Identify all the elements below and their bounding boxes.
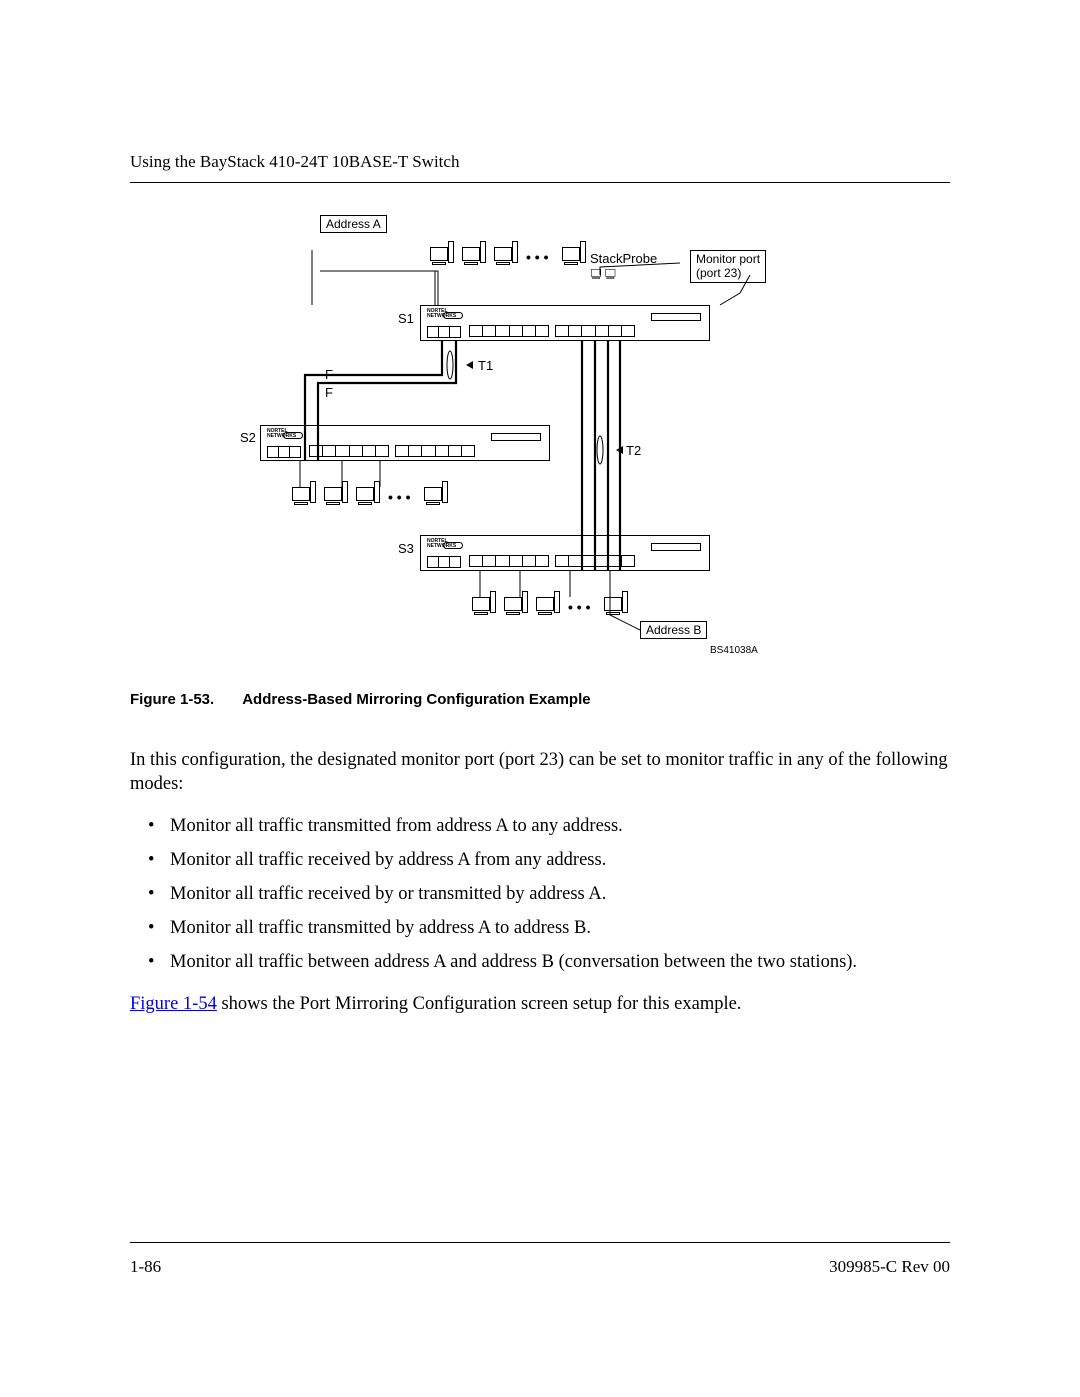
figure-number: Figure 1-53. [130, 691, 214, 708]
closing-paragraph: Figure 1-54 shows the Port Mirroring Con… [130, 992, 950, 1016]
stackprobe-icon [590, 269, 616, 282]
intro-paragraph: In this configuration, the designated mo… [130, 748, 950, 796]
switch-s3: NORTELNETWORKS [420, 535, 710, 571]
header-rule [130, 182, 950, 183]
label-f1: F [325, 367, 333, 382]
figure-caption: Figure 1-53. Address-Based Mirroring Con… [130, 691, 950, 708]
switch-s1: NORTELNETWORKS [420, 305, 710, 341]
label-stackprobe: StackProbe [590, 251, 657, 266]
list-item: Monitor all traffic received by address … [130, 848, 950, 872]
mirroring-diagram: Address A StackProbe Monitor port (port … [260, 215, 820, 655]
figure-caption-text: Address-Based Mirroring Configuration Ex… [242, 691, 590, 708]
list-item: Monitor all traffic received by or trans… [130, 882, 950, 906]
figure-id: BS41038A [710, 645, 758, 656]
list-item: Monitor all traffic between address A an… [130, 950, 950, 974]
closing-text: shows the Port Mirroring Configuration s… [217, 994, 742, 1014]
page-footer: 1-86 309985-C Rev 00 [130, 1242, 950, 1277]
page-header: Using the BayStack 410-24T 10BASE-T Swit… [130, 152, 950, 172]
label-t2: T2 [626, 443, 641, 458]
label-address-a: Address A [320, 215, 387, 233]
list-item: Monitor all traffic transmitted by addre… [130, 916, 950, 940]
label-s3: S3 [398, 541, 414, 556]
terminals-mid: • • • [290, 487, 444, 511]
terminals-bottom: • • • [470, 597, 624, 621]
label-monitor-port: Monitor port (port 23) [690, 250, 766, 283]
figure-link[interactable]: Figure 1-54 [130, 994, 217, 1014]
modes-list: Monitor all traffic transmitted from add… [130, 814, 950, 974]
label-f2: F [325, 385, 333, 400]
footer-rule [130, 1242, 950, 1243]
list-item: Monitor all traffic transmitted from add… [130, 814, 950, 838]
switch-s2: NORTELNETWORKS [260, 425, 550, 461]
doc-id: 309985-C Rev 00 [829, 1257, 950, 1277]
label-address-b: Address B [640, 621, 707, 639]
page-number: 1-86 [130, 1257, 161, 1277]
label-s2: S2 [240, 430, 256, 445]
label-t1: T1 [478, 358, 493, 373]
label-s1: S1 [398, 311, 414, 326]
terminals-top: • • • [428, 247, 582, 271]
